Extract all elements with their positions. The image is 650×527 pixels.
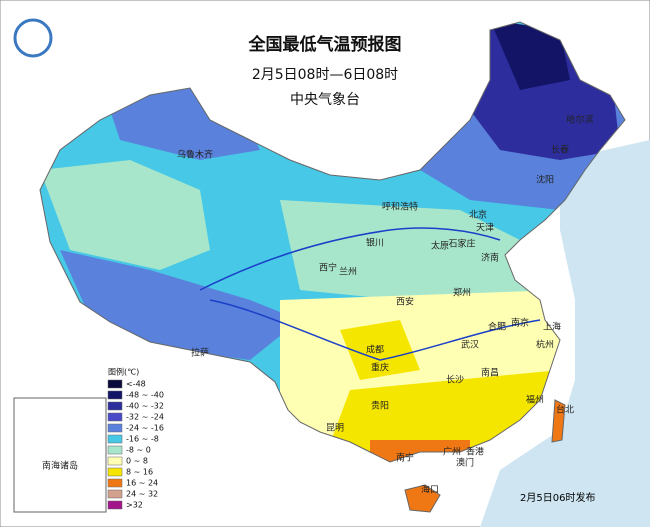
city-label: 福州	[526, 394, 544, 406]
inset-label: 南海诸岛	[42, 460, 78, 472]
city-label: 郑州	[453, 287, 471, 299]
city-label: 南京	[511, 317, 529, 329]
city-label: 沈阳	[536, 174, 554, 186]
legend-label: 24 ~ 32	[126, 490, 158, 499]
legend-swatch	[107, 456, 123, 466]
city-label: 合肥	[488, 321, 506, 333]
legend-label: -40 ~ -32	[126, 402, 164, 411]
taiwan	[551, 399, 566, 443]
legend-label: -48 ~ -40	[126, 391, 164, 400]
river	[209, 299, 541, 361]
legend-swatch	[107, 478, 123, 488]
city-label: 重庆	[371, 362, 389, 374]
legend-swatch	[107, 500, 123, 510]
city-label: 昆明	[326, 423, 344, 434]
river	[199, 227, 501, 291]
legend-label: 0 ~ 8	[126, 457, 148, 466]
city-label: 澳门	[456, 457, 474, 469]
city-label: 哈尔滨	[566, 114, 593, 126]
legend-swatch	[107, 401, 123, 411]
legend-label: <-48	[126, 380, 146, 389]
city-label: 济南	[481, 252, 499, 264]
city-label: 贵阳	[371, 400, 389, 412]
legend-swatch	[107, 445, 123, 455]
legend-label: -8 ~ 0	[126, 446, 151, 455]
legend-label: -32 ~ -24	[126, 413, 164, 422]
city-label: 南昌	[481, 367, 499, 379]
city-label: 长沙	[446, 374, 464, 386]
city-label: 西宁	[319, 262, 337, 274]
city-label: 上海	[543, 321, 561, 333]
legend-swatch	[107, 379, 123, 389]
published: 2月5日06时发布	[520, 491, 595, 504]
legend-label: >32	[126, 501, 143, 510]
sea	[480, 140, 650, 527]
legend-swatch	[107, 434, 123, 444]
city-label: 西安	[396, 296, 414, 308]
city-label: 石家庄	[448, 238, 475, 250]
city-label: 台北	[556, 404, 574, 416]
city-label: 长春	[551, 144, 569, 156]
city-label: 北京	[469, 209, 487, 221]
city-label: 成都	[366, 344, 384, 356]
hainan	[404, 484, 441, 513]
legend-label: 8 ~ 16	[126, 468, 153, 477]
legend-swatch	[107, 423, 123, 433]
legend-label: 16 ~ 24	[126, 479, 158, 488]
city-label: 兰州	[339, 266, 357, 278]
title: 全国最低气温预报图	[248, 34, 402, 55]
city-label: 乌鲁木齐	[177, 149, 213, 161]
city-label: 天津	[476, 223, 494, 234]
legend-swatch	[107, 390, 123, 400]
city-label: 太原	[431, 240, 449, 252]
city-label: 武汉	[461, 339, 479, 351]
city-label: 南宁	[396, 452, 414, 464]
city-label: 银川	[366, 237, 384, 249]
legend-swatch	[107, 467, 123, 477]
subtitle: 2月5日08时—6日08时	[252, 67, 398, 83]
city-label: 海口	[421, 484, 439, 496]
legend: <-48 -48 ~ -40 -40 ~ -32 -32 ~ -24 -24 ~ -16…	[107, 379, 164, 510]
inset	[13, 397, 107, 513]
legend-title: 图例(℃)	[108, 367, 139, 377]
city-label: 拉萨	[191, 347, 209, 359]
city-label: 杭州	[536, 339, 554, 351]
city-label: 呼和浩特	[382, 201, 418, 213]
legend-swatch	[107, 412, 123, 422]
city-label: 香港	[466, 446, 484, 458]
legend-label: -24 ~ -16	[126, 424, 164, 433]
legend-label: -16 ~ -8	[126, 435, 159, 444]
issuer: 中央气象台	[290, 92, 360, 108]
logo	[13, 18, 53, 58]
legend-swatch	[107, 489, 123, 499]
city-label: 广州	[443, 446, 461, 458]
